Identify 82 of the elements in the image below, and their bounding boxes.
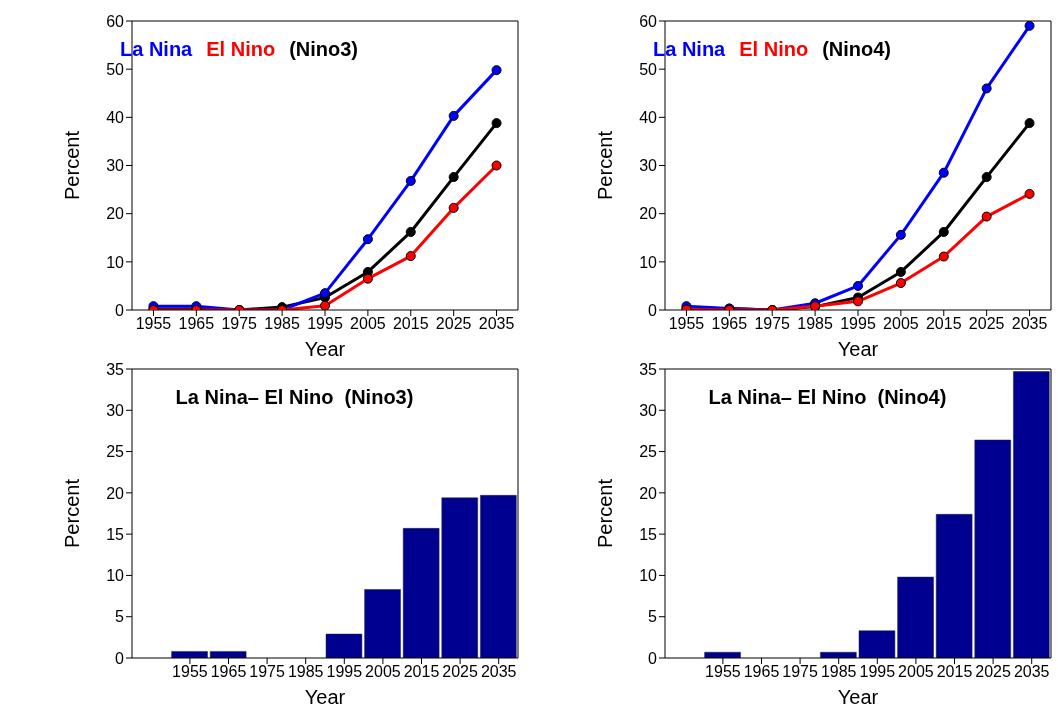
y-tick-label: 25 <box>639 443 658 461</box>
x-tick-label: 1955 <box>705 663 741 681</box>
y-tick-label: 10 <box>106 567 125 585</box>
y-tick-label: 5 <box>115 608 125 626</box>
x-axis-title: Year <box>837 338 879 360</box>
x-tick-label: 2005 <box>883 315 919 333</box>
x-tick-label: 1965 <box>210 663 247 681</box>
x-tick-label: 2035 <box>1013 663 1050 681</box>
y-tick-label: 30 <box>106 157 125 175</box>
y-tick-label: 50 <box>639 60 658 78</box>
x-tick-label: 2005 <box>898 663 934 681</box>
y-tick-label: 0 <box>115 649 125 667</box>
y-tick-label: 20 <box>639 205 658 223</box>
y-tick-label: 15 <box>639 525 658 543</box>
y-axis-title: Percent <box>594 478 617 548</box>
x-tick-label: 1975 <box>754 315 791 333</box>
y-tick-label: 0 <box>648 649 658 667</box>
y-axis-title: Percent <box>594 130 617 200</box>
x-tick-label: 2025 <box>435 315 472 333</box>
text: La Nina <box>120 38 193 61</box>
x-tick-label: 1985 <box>264 315 301 333</box>
x-tick-label: 2015 <box>925 315 962 333</box>
y-tick-label: 25 <box>106 443 125 461</box>
y-tick-label: 10 <box>639 253 658 271</box>
x-tick-label: 1975 <box>782 663 818 681</box>
text: El Nino <box>739 38 809 61</box>
x-tick-label: 1995 <box>307 315 343 333</box>
y-tick-label: 60 <box>106 12 125 30</box>
y-tick-label: 50 <box>106 60 125 78</box>
y-tick-label: 35 <box>106 360 125 378</box>
y-tick-label: 0 <box>648 301 658 319</box>
x-tick-label: 1975 <box>249 663 285 681</box>
y-tick-label: 10 <box>639 567 658 585</box>
x-tick-label: 2035 <box>1011 315 1048 333</box>
x-tick-label: 1955 <box>668 315 705 333</box>
x-tick-label: 1965 <box>178 315 215 333</box>
y-tick-label: 35 <box>639 360 658 378</box>
x-tick-label: 2015 <box>403 663 440 681</box>
text: (Nino4) <box>822 38 892 61</box>
y-tick-label: 30 <box>639 157 658 175</box>
x-tick-label: 1985 <box>287 663 324 681</box>
x-tick-label: 1995 <box>326 663 363 681</box>
x-tick-label: 2025 <box>975 663 1011 681</box>
x-tick-label: 1955 <box>135 315 172 333</box>
x-tick-label: 2005 <box>365 663 401 681</box>
x-tick-label: 2015 <box>392 315 429 333</box>
y-axis-title: Percent <box>61 130 84 200</box>
y-tick-label: 0 <box>115 301 125 319</box>
x-axis-title: Year <box>837 686 879 708</box>
x-tick-label: 1985 <box>820 663 857 681</box>
x-tick-label: 2035 <box>480 663 517 681</box>
x-tick-label: 2025 <box>968 315 1005 333</box>
y-tick-label: 10 <box>106 253 125 271</box>
y-tick-label: 30 <box>639 401 658 419</box>
y-tick-label: 15 <box>106 525 125 543</box>
text: (Nino3) <box>289 38 359 61</box>
x-tick-label: 2035 <box>478 315 515 333</box>
x-axis-title: Year <box>304 686 346 708</box>
x-tick-label: 1995 <box>859 663 896 681</box>
x-tick-label: 1965 <box>711 315 748 333</box>
x-tick-label: 1985 <box>797 315 834 333</box>
x-tick-label: 2015 <box>936 663 973 681</box>
y-tick-label: 20 <box>106 484 125 502</box>
x-tick-label: 2025 <box>442 663 478 681</box>
y-tick-label: 30 <box>106 401 125 419</box>
y-axis-title: Percent <box>61 478 84 548</box>
x-tick-label: 1955 <box>172 663 208 681</box>
x-axis-title: Year <box>304 338 346 360</box>
y-tick-label: 20 <box>639 484 658 502</box>
x-tick-label: 1965 <box>743 663 780 681</box>
x-tick-label: 1995 <box>840 315 876 333</box>
text: La Nina– El Nino (Nino3) <box>175 386 414 409</box>
x-tick-label: 2005 <box>350 315 386 333</box>
text: La Nina– El Nino (Nino4) <box>708 386 947 409</box>
x-tick-label: 1975 <box>221 315 258 333</box>
y-tick-label: 40 <box>639 109 658 127</box>
y-tick-label: 60 <box>639 12 658 30</box>
y-tick-label: 5 <box>648 608 658 626</box>
y-tick-label: 40 <box>106 109 125 127</box>
y-tick-label: 20 <box>106 205 125 223</box>
text: El Nino <box>206 38 276 61</box>
text: La Nina <box>653 38 726 61</box>
